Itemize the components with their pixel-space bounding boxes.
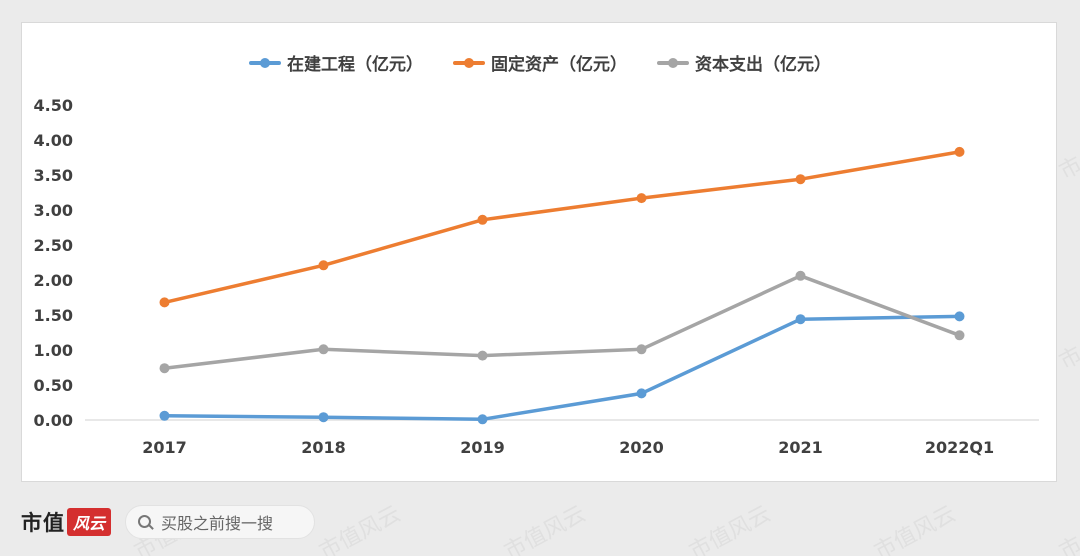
series-line xyxy=(162,314,962,422)
series-line xyxy=(162,150,962,305)
line-chart: 0.00 0.50 1.00 1.50 2.00 2.50 3.00 3.50 4.00 4.50… xyxy=(34,96,1039,457)
legend-item: 在建工程（亿元） xyxy=(249,50,423,75)
search-placeholder: 买股之前搜一搜 xyxy=(161,514,274,533)
y-tick-label: 0.00 xyxy=(34,411,73,430)
legend-label: 在建工程（亿元） xyxy=(287,55,423,75)
data-point xyxy=(477,414,488,425)
brand-mark: 风云 xyxy=(67,508,112,536)
watermark: 市值风云 xyxy=(1055,501,1080,556)
data-point xyxy=(159,363,170,374)
legend-label: 资本支出（亿元） xyxy=(695,55,831,75)
chart-card: 在建工程（亿元） 固定资产（亿元） 资本支出（亿元） 0.00 0.50 1.00 1.5… xyxy=(21,22,1057,482)
legend-label: 固定资产（亿元） xyxy=(491,55,627,75)
watermark: 市值风云 xyxy=(500,501,590,556)
data-point xyxy=(159,410,170,421)
data-point xyxy=(636,344,647,355)
y-tick-label: 4.50 xyxy=(34,96,73,115)
y-tick-label: 1.50 xyxy=(34,306,73,325)
data-point xyxy=(954,330,965,341)
watermark: 市值风云 xyxy=(685,501,775,556)
brand-text: 市值 xyxy=(21,510,65,535)
x-tick-label: 2021 xyxy=(778,438,823,457)
y-tick-label: 2.00 xyxy=(34,271,73,290)
watermark: 市值风云 xyxy=(870,501,960,556)
x-tick-label: 2022Q1 xyxy=(925,438,994,457)
x-tick-label: 2020 xyxy=(619,438,664,457)
search-box[interactable]: 买股之前搜一搜 xyxy=(125,505,316,539)
y-tick-label: 3.00 xyxy=(34,201,73,220)
x-tick-label: 2017 xyxy=(142,438,187,457)
y-tick-label: 4.00 xyxy=(34,131,73,150)
data-point xyxy=(318,260,329,271)
x-tick-label: 2019 xyxy=(460,438,505,457)
data-point xyxy=(477,350,488,361)
data-point xyxy=(318,344,329,355)
data-point xyxy=(636,193,647,204)
legend-swatch xyxy=(657,57,689,68)
search-icon xyxy=(138,514,153,530)
footer-bar: 市值 风云 买股之前搜一搜 xyxy=(21,504,316,540)
data-point xyxy=(795,314,806,325)
y-tick-label: 2.50 xyxy=(34,236,73,255)
legend-item: 固定资产（亿元） xyxy=(453,50,627,75)
chart-legend: 在建工程（亿元） 固定资产（亿元） 资本支出（亿元） xyxy=(22,50,1058,75)
legend-swatch xyxy=(453,57,485,68)
legend-swatch xyxy=(249,57,281,68)
data-point xyxy=(795,270,806,281)
series-line xyxy=(162,274,962,370)
y-tick-label: 3.50 xyxy=(34,166,73,185)
data-point xyxy=(159,297,170,308)
data-point xyxy=(954,311,965,322)
legend-item: 资本支出（亿元） xyxy=(657,50,831,75)
data-point xyxy=(795,174,806,185)
y-tick-label: 1.00 xyxy=(34,341,73,360)
watermark: 市值风云 xyxy=(315,501,405,556)
data-point xyxy=(636,388,647,399)
data-point xyxy=(954,146,965,157)
x-tick-label: 2018 xyxy=(301,438,346,457)
data-point xyxy=(318,412,329,423)
data-point xyxy=(477,214,488,225)
brand-logo[interactable]: 市值 风云 xyxy=(21,507,112,537)
y-tick-label: 0.50 xyxy=(34,376,73,395)
